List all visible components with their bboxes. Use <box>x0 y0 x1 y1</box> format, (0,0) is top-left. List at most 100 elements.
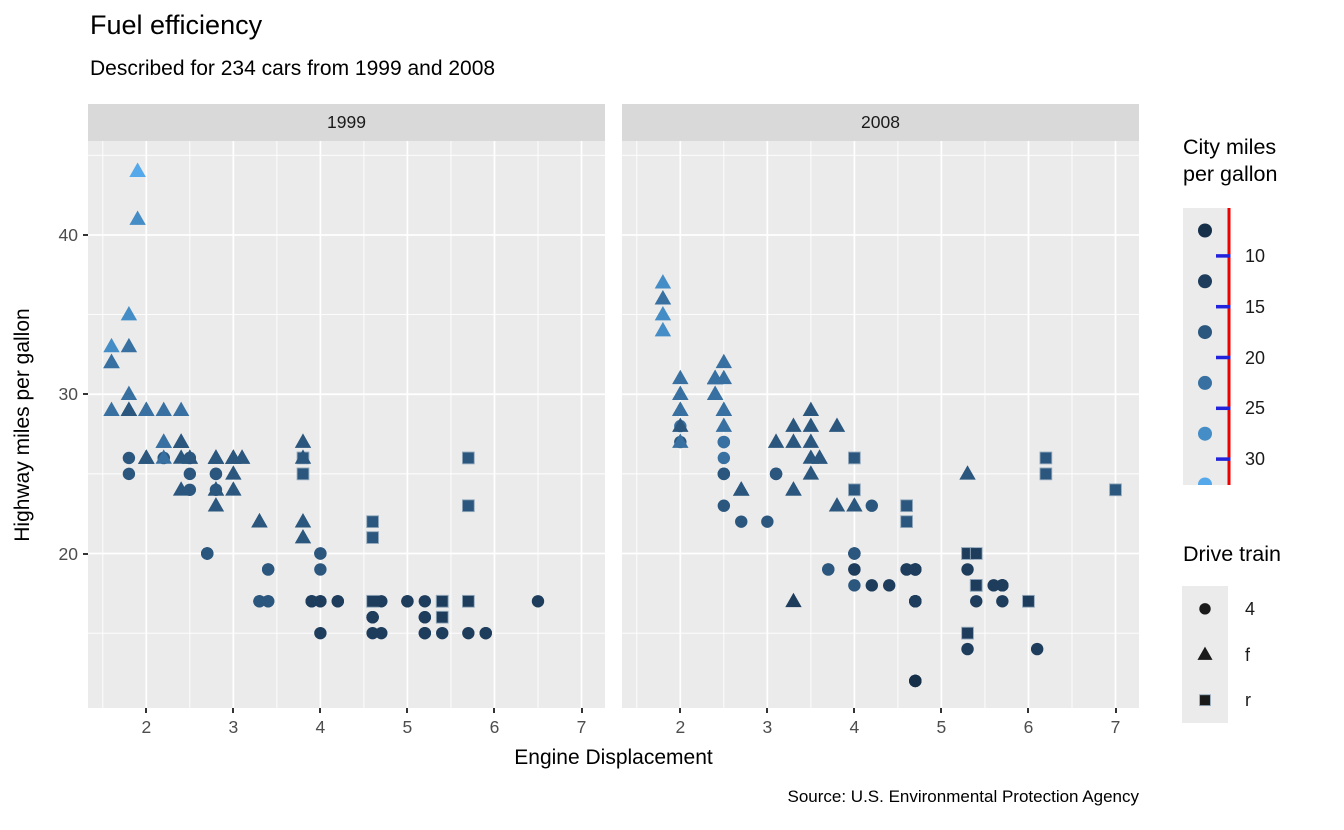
data-point <box>1039 467 1053 481</box>
facet-panel-1999 <box>88 141 605 708</box>
y-axis-title: Highway miles per gallon <box>11 308 34 542</box>
panel-canvas <box>622 141 1139 708</box>
legend-bin-key <box>1198 426 1212 441</box>
data-point <box>251 513 268 528</box>
data-point <box>314 547 327 560</box>
data-point <box>848 579 861 592</box>
data-point <box>261 595 275 608</box>
x-tick-mark <box>406 708 409 713</box>
data-point <box>207 497 225 512</box>
color-legend-canvas <box>1183 208 1231 492</box>
data-point <box>961 642 974 656</box>
legend-shape-label: r <box>1245 690 1251 711</box>
x-tick-mark <box>580 708 583 713</box>
facet-strip-label: 2008 <box>861 112 900 132</box>
legend-bin-label: 25 <box>1245 398 1266 419</box>
x-tick-label: 2 <box>141 717 152 737</box>
x-tick-label: 4 <box>849 717 860 737</box>
data-point <box>225 465 242 480</box>
data-point <box>479 626 492 640</box>
data-point <box>366 626 379 640</box>
data-point <box>155 449 172 464</box>
data-point <box>959 465 976 480</box>
data-point <box>294 433 312 448</box>
facet-strip-1999: 1999 <box>88 104 605 141</box>
data-point <box>706 369 724 385</box>
data-point <box>155 433 172 448</box>
data-point <box>717 451 731 465</box>
data-point <box>900 563 913 576</box>
data-point <box>401 595 414 608</box>
x-tick-mark <box>940 708 943 713</box>
data-point <box>733 481 750 496</box>
data-point <box>654 274 672 289</box>
data-point <box>209 467 223 481</box>
legend-bin-key <box>1198 375 1212 390</box>
data-point <box>366 531 379 544</box>
legend-axis-line <box>1227 208 1231 485</box>
x-tick-mark <box>1114 708 1117 713</box>
data-point <box>785 417 802 432</box>
data-point <box>375 626 388 640</box>
data-point <box>717 467 731 481</box>
color-legend-title-line1: City miles <box>1183 135 1277 159</box>
data-point <box>418 611 432 624</box>
x-tick-label: 7 <box>1110 717 1121 737</box>
legend-key-background <box>1183 208 1228 485</box>
data-point <box>802 465 820 480</box>
data-point <box>462 499 475 513</box>
data-point <box>172 433 190 448</box>
data-point <box>715 353 733 369</box>
x-tick-label: 3 <box>762 717 773 737</box>
data-point <box>331 595 344 608</box>
x-tick-label: 7 <box>576 717 587 737</box>
color-legend-title-line2: per gallon <box>1183 162 1278 186</box>
x-tick-label: 5 <box>402 717 413 737</box>
data-point <box>961 626 974 640</box>
data-point <box>900 515 913 529</box>
shape-legend-title: Drive train <box>1183 542 1281 566</box>
data-point <box>155 401 172 416</box>
x-tick-mark <box>145 708 148 713</box>
legend-tick <box>1216 355 1231 360</box>
data-point <box>969 579 983 592</box>
data-point <box>822 563 835 576</box>
x-tick-mark <box>232 708 235 713</box>
data-point <box>103 337 120 353</box>
data-point <box>183 483 197 497</box>
data-point <box>802 401 820 416</box>
data-point <box>802 433 820 448</box>
legend-tick <box>1216 457 1231 461</box>
legend-tick <box>1216 254 1231 258</box>
data-point <box>1030 642 1044 656</box>
y-tick-label: 30 <box>58 384 78 405</box>
data-point <box>909 595 922 608</box>
color-legend-keys <box>1183 208 1263 492</box>
x-tick-mark <box>319 708 322 713</box>
data-point <box>672 417 689 432</box>
data-point <box>654 290 672 305</box>
data-point <box>120 306 138 321</box>
data-point <box>654 306 672 321</box>
data-point <box>253 595 266 608</box>
data-point <box>909 674 922 688</box>
data-point <box>120 385 138 401</box>
data-point <box>129 210 146 225</box>
data-point <box>122 451 136 465</box>
data-point <box>201 547 214 560</box>
x-tick-mark <box>1027 708 1030 713</box>
y-tick-label: 20 <box>58 543 78 564</box>
data-point <box>969 547 983 560</box>
legend-tick <box>1216 406 1231 411</box>
data-point <box>138 401 155 416</box>
data-point <box>366 515 379 529</box>
data-point <box>314 626 327 640</box>
legend-bin-key <box>1198 274 1212 289</box>
data-point <box>785 481 802 496</box>
data-point <box>1039 451 1053 465</box>
data-point <box>735 515 748 528</box>
data-point <box>436 626 449 640</box>
legend-bin-key <box>1198 223 1212 238</box>
x-tick-mark <box>766 708 769 713</box>
data-point <box>120 401 138 416</box>
